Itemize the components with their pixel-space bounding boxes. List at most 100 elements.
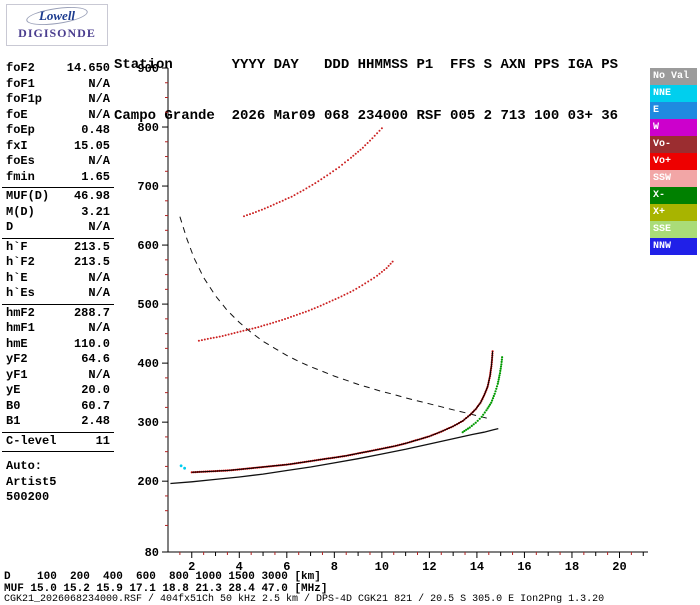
series-muf-transmission-curve (179, 216, 489, 420)
param-label: foF1 (6, 76, 35, 91)
series-second-hop-trace (197, 260, 394, 342)
param-value: N/A (88, 270, 110, 285)
param-value: 213.5 (73, 239, 110, 254)
y-tick-label: 700 (137, 180, 159, 194)
param-group-3: h`F 213.5 h`F2 213.5 h`E N/A h`Es N/A (2, 239, 114, 305)
legend-item-nnw: NNW (650, 238, 697, 255)
file-info-row: CGK21_2026068234000.RSF / 404fx51Ch 50 k… (4, 594, 605, 605)
logo-brand-digisonde: DIGISONDE (18, 26, 96, 40)
param-label: yF2 (6, 352, 28, 366)
param-value: N/A (88, 367, 110, 382)
header-columns-line: Station YYYY DAY DDD HHMMSS P1 FFS S AXN… (114, 57, 619, 73)
legend-item-w: W (650, 119, 697, 136)
param-row-auto: Auto: (2, 459, 114, 475)
param-label: Auto: (6, 459, 43, 473)
param-label: foF2 (6, 61, 35, 75)
param-group-4: hmF2 288.7 hmF1 N/A hmE 110.0 yF2 64.6 yF1 N/A yE 2… (2, 305, 114, 433)
param-row-fof1: foF1 N/A (2, 77, 114, 93)
y-tick-label: 900 (137, 62, 159, 76)
y-tick-label: 800 (137, 121, 159, 135)
param-label: hmF1 (6, 321, 35, 335)
x-tick-label: 10 (375, 560, 389, 572)
param-row-h-f2: h`F2 213.5 (2, 255, 114, 271)
legend-item-sse: SSE (650, 221, 697, 238)
x-tick-label: 20 (612, 560, 626, 572)
x-tick-label: 6 (283, 560, 290, 572)
y-tick-label: 80 (145, 546, 159, 560)
param-row-foes: foEs N/A (2, 154, 114, 170)
legend-item-vo: Vo- (650, 136, 697, 153)
param-group-5: C-level 11 (2, 433, 114, 452)
series-f2-trace-x-mode (461, 356, 504, 434)
header-values-line: Campo Grande 2026 Mar09 068 234000 RSF 0… (114, 108, 619, 124)
legend-item-e: E (650, 102, 697, 119)
param-label: C-level (6, 433, 57, 448)
lowell-digisonde-logo: Lowell DIGISONDE (6, 3, 108, 46)
param-value: N/A (88, 107, 110, 122)
param-row-yf2: yF2 64.6 (2, 352, 114, 368)
legend-item-no-val: No Val (650, 68, 697, 85)
param-label: fxI (6, 138, 28, 153)
param-label: yF1 (6, 367, 28, 382)
param-value: N/A (88, 76, 110, 91)
param-value: 3.21 (81, 204, 110, 219)
station-header: Station YYYY DAY DDD HHMMSS P1 FFS S AXN… (114, 23, 618, 142)
param-value: 11 (95, 433, 110, 448)
legend-item-x: X- (650, 187, 697, 204)
logo-brand-lowell: Lowell (38, 8, 76, 23)
param-value: N/A (88, 154, 110, 168)
param-label: MUF(D) (6, 189, 50, 203)
param-row-hmf1: hmF1 N/A (2, 321, 114, 337)
muf-row: MUF 15.0 15.2 15.9 17.1 18.8 21.3 28.4 4… (4, 583, 328, 595)
series-f2-trace-o-mode (190, 350, 494, 474)
y-tick-label: 300 (137, 416, 159, 430)
param-row-h-e: h`E N/A (2, 271, 114, 287)
x-tick-label: 12 (422, 560, 436, 572)
param-value: 20.0 (81, 383, 110, 397)
param-row-artist5: Artist5 (2, 475, 114, 491)
series-third-hop-trace (243, 127, 383, 218)
param-label: B1 (6, 414, 21, 428)
param-row-500200: 500200 (2, 490, 114, 506)
legend-item-ssw: SSW (650, 170, 697, 187)
param-row-b1: B1 2.48 (2, 414, 114, 430)
param-row-fmin: fmin 1.65 (2, 170, 114, 186)
param-row-h-f: h`F 213.5 (2, 240, 114, 256)
param-label: yE (6, 383, 21, 397)
x-tick-label: 8 (331, 560, 338, 572)
parameter-panel: foF2 14.650 foF1 N/A foF1p N/A foE N/A foEp 0.48 f… (2, 60, 114, 508)
param-row-c-level: C-level 11 (2, 434, 114, 450)
x-tick-label: 18 (565, 560, 579, 572)
param-group-2: MUF(D) 46.98 M(D) 3.21 D N/A (2, 188, 114, 239)
param-label: h`F (6, 239, 28, 254)
distance-row: D 100 200 400 600 800 1000 1500 3000 [km… (4, 571, 321, 583)
param-value: 288.7 (73, 305, 110, 320)
param-label: Artist5 (6, 474, 57, 489)
param-label: hmF2 (6, 305, 35, 320)
y-tick-label: 200 (137, 475, 159, 489)
y-tick-label: 600 (137, 239, 159, 253)
param-value: 64.6 (81, 352, 110, 366)
param-row-foe: foE N/A (2, 108, 114, 124)
param-label: hmE (6, 336, 28, 351)
param-value: 1.65 (81, 169, 110, 184)
legend-item-nne: NNE (650, 85, 697, 102)
x-tick-label: 16 (517, 560, 531, 572)
param-label: foF1p (6, 92, 43, 106)
param-row-hme: hmE 110.0 (2, 337, 114, 353)
param-row-yf1: yF1 N/A (2, 368, 114, 384)
param-row-ye: yE 20.0 (2, 383, 114, 399)
param-label: foEp (6, 123, 35, 137)
param-group-1: foF2 14.650 foF1 N/A foF1p N/A foE N/A foEp 0.48 f… (2, 60, 114, 188)
param-label: foE (6, 107, 28, 122)
param-row-h-es: h`Es N/A (2, 286, 114, 302)
param-value: 110.0 (73, 336, 110, 351)
legend-item-x: X+ (650, 204, 697, 221)
series-artist-fitted-trace (191, 351, 494, 473)
param-row-foep: foEp 0.48 (2, 123, 114, 139)
param-value: 46.98 (73, 189, 110, 203)
axis-ticks: 80 200 300 400 500 600 700 800 900 2 4 6 8 10 12 14 16 18… (137, 62, 644, 572)
series-stray-echoes (179, 464, 186, 470)
x-tick-label: 4 (236, 560, 243, 572)
param-label: M(D) (6, 204, 35, 219)
